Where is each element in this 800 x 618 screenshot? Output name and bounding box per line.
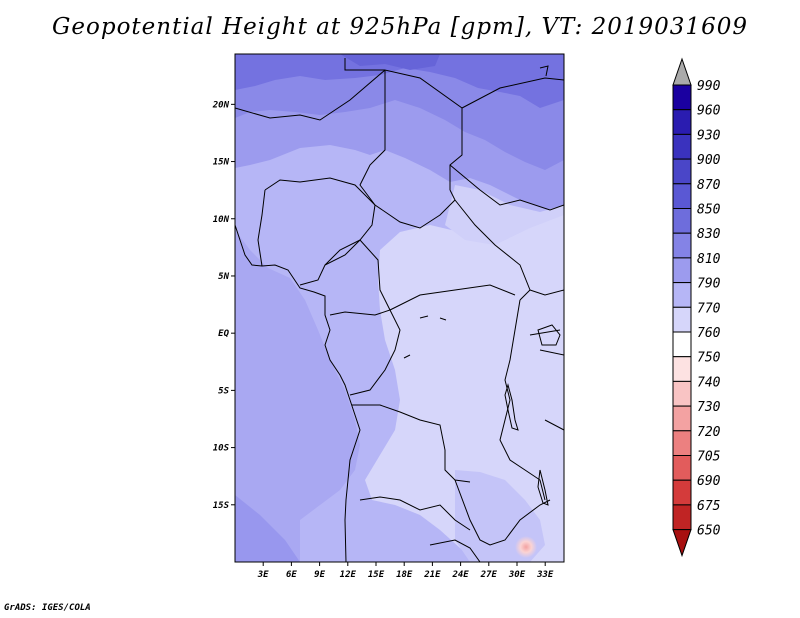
border-east (529, 289, 564, 431)
colorbar-swatch (672, 257, 692, 284)
coastlines-borders (235, 58, 564, 562)
colorbar-swatch (672, 84, 692, 111)
colorbar-label: 690 (697, 474, 721, 489)
colorbar-swatch (672, 430, 692, 456)
border-north-2 (461, 77, 564, 109)
border-north-1 (359, 70, 386, 206)
west-african-coast (235, 224, 361, 562)
colorbar-top-arrow (672, 57, 692, 86)
colorbar-label: 705 (697, 450, 721, 465)
colorbar-swatch (672, 405, 692, 432)
field-850-north (235, 54, 564, 108)
border-zambia (454, 479, 551, 546)
colorbar-swatch (672, 331, 692, 358)
colorbar-swatch (672, 504, 692, 531)
small-water-2 (539, 65, 549, 77)
colorbar-label: 760 (697, 326, 721, 341)
colorbar-label: 720 (697, 425, 721, 440)
lon-tick-label: 6E (286, 570, 297, 580)
border-drc-east (499, 299, 546, 501)
colorbar-label: 930 (697, 128, 721, 143)
field-870-spot (340, 54, 440, 70)
colorbar-swatch (672, 282, 692, 308)
colorbar-swatch (672, 158, 692, 185)
border-south (429, 539, 481, 562)
colorbar-label: 675 (697, 499, 721, 514)
lon-tick-label: 21E (423, 570, 441, 580)
colorbar-swatch (672, 183, 692, 210)
lake-tanganyika (504, 383, 519, 431)
lon-tick-label: 24E (451, 570, 469, 580)
colorbar-swatch (672, 232, 692, 259)
lon-tick-label: 15E (368, 570, 385, 580)
border-car (374, 189, 531, 301)
colorbar-swatch (672, 133, 692, 160)
border-cameroon (324, 239, 391, 316)
colorbar-label: 770 (697, 301, 721, 316)
colorbar-label: 850 (697, 203, 721, 218)
colorbar-label: 900 (697, 153, 721, 168)
colorbar-swatch (672, 208, 692, 234)
colorbar-swatch (672, 109, 692, 135)
grads-credit: GrADS: IGES/COLA (4, 603, 91, 613)
map-frame (234, 53, 565, 563)
lon-tick-label: 33E (536, 570, 554, 580)
colorbar-swatch (672, 380, 692, 407)
lake-malawi (537, 469, 549, 506)
lat-tick-label: 15N (213, 158, 230, 168)
low-center (515, 536, 537, 558)
height-field (235, 54, 564, 562)
border-angola (352, 404, 471, 531)
latitude-axis: 20N 15N 10N 5N EQ 5S 10S 15S (212, 100, 235, 511)
lon-tick-label: 3E (257, 570, 269, 580)
colorbar-label: 740 (697, 375, 721, 390)
colorbar-label: 830 (697, 227, 721, 242)
map-title: Geopotential Height at 925hPa [gpm], VT:… (52, 14, 748, 40)
colorbar-label: 650 (697, 524, 721, 539)
colorbar-label: 790 (697, 277, 721, 292)
colorbar-label: 870 (697, 178, 721, 193)
field-810-west (235, 230, 360, 562)
border-nigeria (264, 177, 376, 286)
colorbar-label: 960 (697, 104, 721, 119)
lat-tick-label: 10S (213, 444, 230, 454)
field-830-southwest (235, 495, 300, 562)
colorbar-label: 750 (697, 351, 721, 366)
field-770-sahel (445, 185, 564, 245)
lat-tick-label: 5N (218, 272, 229, 282)
colorbar-swatch (672, 306, 692, 333)
colorbar-label: 990 (697, 79, 721, 94)
colorbar-swatch (672, 455, 692, 481)
lon-tick-label: 9E (314, 570, 325, 580)
colorbar-bottom-arrow (672, 529, 692, 558)
colorbar-label: 730 (697, 400, 721, 415)
lon-tick-label: 30E (508, 570, 526, 580)
small-water-1 (403, 315, 447, 359)
lat-tick-label: 20N (212, 100, 230, 110)
lat-tick-label: 10N (213, 215, 230, 225)
lon-tick-label: 27E (480, 570, 498, 580)
border-north-3 (344, 58, 385, 71)
border-chad-sudan (449, 164, 564, 211)
border-congo (349, 284, 516, 396)
colorbar-swatch (672, 479, 692, 506)
lake-victoria (537, 324, 561, 346)
border-benin (257, 189, 266, 267)
colorbar-swatch (672, 356, 692, 382)
lat-tick-label: 15S (213, 501, 230, 511)
lon-tick-label: 12E (340, 570, 357, 580)
colorbar: 990 960 930 900 870 850 830 810 790 770 760 750 740 7… (672, 57, 721, 558)
colorbar-label: 810 (697, 252, 721, 267)
field-770-interior (365, 212, 564, 562)
lon-tick-label: 18E (396, 570, 413, 580)
lat-tick-label: EQ (218, 329, 229, 339)
longitude-axis: 3E 6E 9E 12E 15E 18E 21E 24E 27E 30E 33E (257, 562, 554, 580)
lat-tick-label: 5S (218, 386, 229, 396)
